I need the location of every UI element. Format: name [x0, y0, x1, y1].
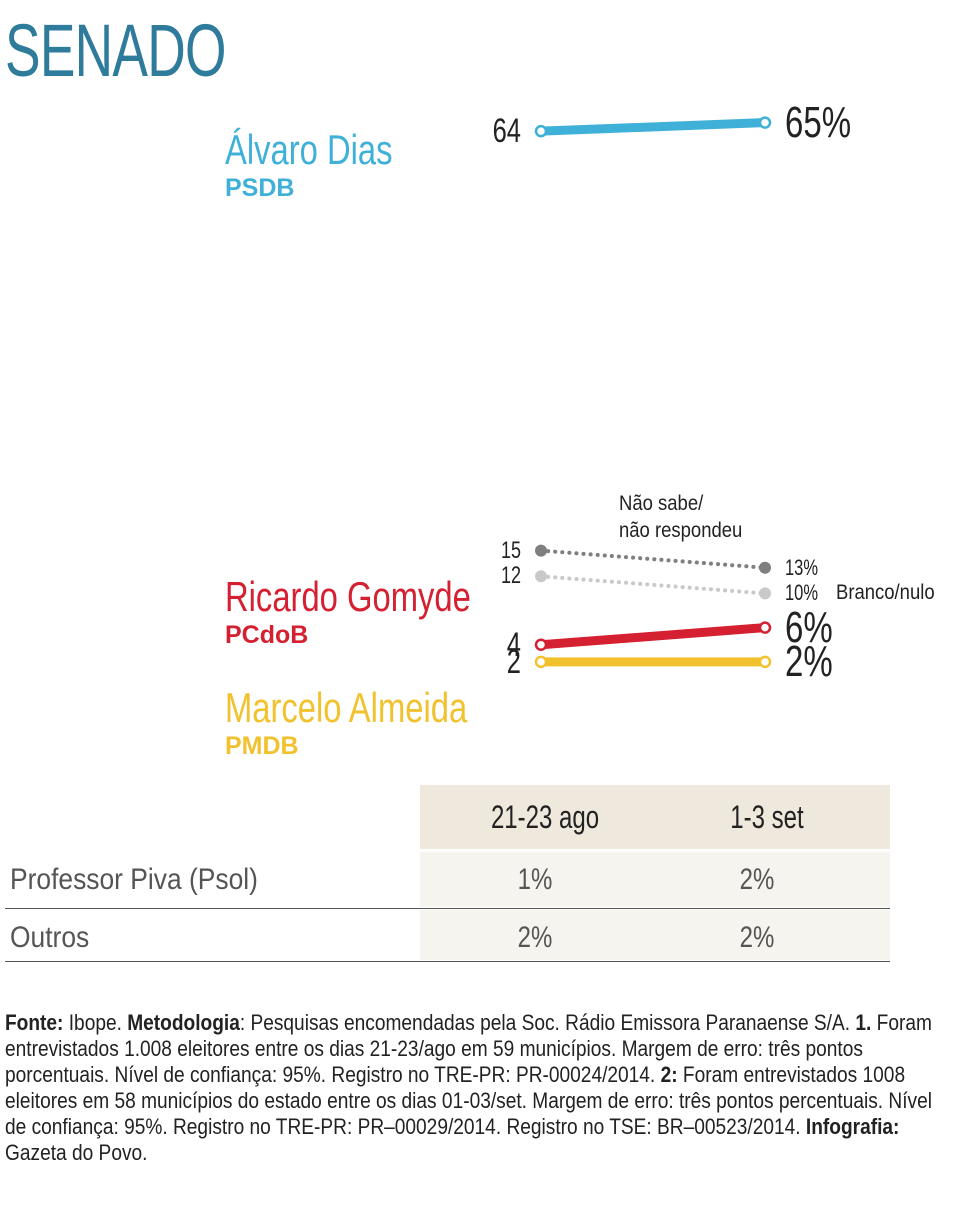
footer-segment: Metodologia: [127, 1010, 240, 1035]
row-rule: [5, 908, 890, 909]
point: [534, 124, 548, 138]
point: [758, 621, 772, 634]
slope-chart: [534, 116, 772, 669]
value-label: 2%: [785, 636, 833, 686]
value-label: 6%: [785, 602, 833, 652]
value-label: 65%: [785, 97, 852, 147]
point: [758, 116, 772, 129]
series-line: [539, 548, 767, 570]
footer-segment: Foram entrevistados 1008 eleitores em 58…: [5, 1062, 938, 1139]
value-label: 4: [506, 625, 521, 664]
point: [534, 638, 548, 652]
value-label: 2: [506, 642, 521, 681]
table-cell: 2%: [517, 921, 553, 954]
footer-segment: : Pesquisas encomendadas pela Soc. Rádio…: [239, 1010, 856, 1035]
series-name: Não sabe/ não respondeu: [619, 492, 743, 542]
footer-text: Fonte: Ibope. Metodologia: Pesquisas enc…: [5, 1010, 957, 1166]
footer-segment: 1.: [855, 1010, 872, 1035]
party-name: PSDB: [225, 174, 295, 202]
row-label: Outros: [10, 921, 90, 954]
party-name: PMDB: [225, 732, 299, 760]
value-label: 13%: [785, 554, 819, 580]
row-rule: [5, 961, 890, 962]
footer-segment: Foram entrevistados 1.008 eleitores entr…: [5, 1010, 938, 1087]
title: SENADO: [5, 9, 226, 92]
table-cell: 2%: [739, 921, 775, 954]
table-cell-bg: [420, 910, 890, 960]
column-header: 21-23 ago: [490, 799, 600, 835]
table-cell: 2%: [739, 863, 775, 896]
point: [534, 655, 548, 669]
table-cell: 1%: [517, 863, 553, 896]
candidate-name: Álvaro Dias: [225, 126, 393, 173]
point: [759, 587, 771, 600]
footer-segment: Infografia:: [805, 1114, 900, 1139]
candidate-name: Marcelo Almeida: [225, 684, 468, 731]
value-label: 12: [500, 562, 521, 590]
point: [759, 561, 771, 574]
point: [758, 655, 772, 669]
row-label: Professor Piva (Psol): [10, 863, 258, 896]
candidate-name: Ricardo Gomyde: [225, 573, 471, 620]
series-line: [536, 118, 770, 136]
table-header-bg: [420, 785, 890, 849]
table-cell-bg: [420, 852, 890, 907]
value-label: 10%: [785, 580, 819, 606]
point: [535, 544, 547, 557]
column-header: 1-3 set: [730, 799, 804, 835]
footer-segment: Gazeta do Povo.: [5, 1114, 905, 1165]
series-line: [536, 623, 770, 650]
footer-segment: Fonte:: [5, 1010, 64, 1035]
footer-segment: Ibope.: [63, 1010, 128, 1035]
point: [535, 570, 547, 583]
series-name: Branco/nulo: [836, 581, 935, 605]
footer: Fonte: Ibope. Metodologia: Pesquisas enc…: [5, 1010, 960, 1227]
series-line: [539, 574, 767, 596]
footer-segment: 2:: [660, 1062, 678, 1087]
value-label: 15: [500, 536, 521, 564]
value-label: 64: [492, 112, 521, 151]
party-name: PCdoB: [225, 621, 309, 649]
